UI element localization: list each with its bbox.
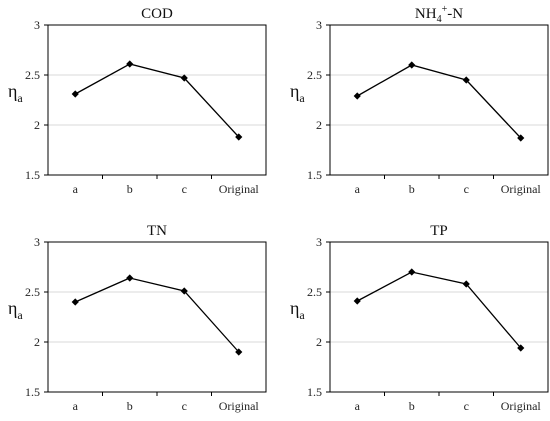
data-point <box>353 297 361 305</box>
chart-title: TP <box>430 223 448 239</box>
x-tick-label: a <box>73 182 79 196</box>
x-tick-label: Original <box>501 182 542 196</box>
chart-title-subscript: 4 <box>437 14 442 25</box>
data-point <box>126 60 134 68</box>
x-tick-label: c <box>182 399 187 413</box>
y-tick-label: 3 <box>34 235 40 249</box>
x-tick-label: Original <box>219 399 260 413</box>
plot-frame <box>47 241 267 393</box>
data-point <box>462 76 470 84</box>
y-axis-label-subscript: a <box>17 91 23 105</box>
data-point <box>126 274 134 282</box>
y-tick-label: 1.5 <box>307 168 322 182</box>
y-axis-label-subscript: a <box>299 91 305 105</box>
series-line <box>74 277 240 353</box>
series-line <box>356 64 522 139</box>
y-tick-label: 2 <box>34 335 40 349</box>
chart-title-base: NH <box>415 6 437 22</box>
data-point <box>353 92 361 100</box>
data-point <box>408 61 416 69</box>
data-point <box>408 268 416 276</box>
y-axis-label: ηa <box>290 298 305 322</box>
data-point <box>71 90 79 98</box>
data-point <box>235 133 243 141</box>
y-axis-label: ηa <box>8 298 23 322</box>
y-tick-label: 2 <box>316 335 322 349</box>
chart-title-rest: -N <box>447 6 463 22</box>
x-tick-label: c <box>182 182 187 196</box>
x-tick-label: c <box>464 399 469 413</box>
y-axis-label-main: η <box>290 81 299 101</box>
y-tick-label: 1.5 <box>307 385 322 399</box>
plot-frame <box>329 24 549 176</box>
chart-title: TN <box>147 223 167 239</box>
y-tick-label: 2.5 <box>307 285 322 299</box>
chart-title: NH4+-N <box>415 4 463 25</box>
y-axis-label-main: η <box>8 298 17 318</box>
y-axis-label-main: η <box>8 81 17 101</box>
y-axis-label: ηa <box>8 81 23 105</box>
data-point <box>180 287 188 295</box>
data-point <box>71 298 79 306</box>
chart-title: COD <box>141 6 173 22</box>
x-tick-label: c <box>464 182 469 196</box>
series-line <box>356 271 522 349</box>
y-axis-label-subscript: a <box>17 308 23 322</box>
plot-frame <box>47 24 267 176</box>
y-tick-label: 1.5 <box>25 168 40 182</box>
x-tick-label: Original <box>219 182 260 196</box>
y-tick-label: 2.5 <box>307 68 322 82</box>
y-axis-label-subscript: a <box>299 308 305 322</box>
y-tick-label: 1.5 <box>25 385 40 399</box>
x-tick-label: Original <box>501 399 542 413</box>
y-tick-label: 2 <box>34 118 40 132</box>
y-axis-label: ηa <box>290 81 305 105</box>
x-tick-label: b <box>409 182 415 196</box>
y-tick-label: 3 <box>34 18 40 32</box>
x-tick-label: b <box>127 399 133 413</box>
plot-frame <box>329 241 549 393</box>
data-point <box>462 280 470 288</box>
y-tick-label: 2.5 <box>25 285 40 299</box>
y-tick-label: 2.5 <box>25 68 40 82</box>
y-tick-label: 3 <box>316 18 322 32</box>
x-tick-label: b <box>127 182 133 196</box>
chart-title-superscript: + <box>442 4 448 15</box>
x-tick-label: a <box>355 182 361 196</box>
data-point <box>180 74 188 82</box>
y-tick-label: 2 <box>316 118 322 132</box>
x-tick-label: a <box>355 399 361 413</box>
data-point <box>235 348 243 356</box>
x-tick-label: b <box>409 399 415 413</box>
x-tick-label: a <box>73 399 79 413</box>
y-tick-label: 3 <box>316 235 322 249</box>
series-line <box>74 63 240 138</box>
data-point <box>517 344 525 352</box>
data-point <box>517 134 525 142</box>
y-axis-label-main: η <box>290 298 299 318</box>
